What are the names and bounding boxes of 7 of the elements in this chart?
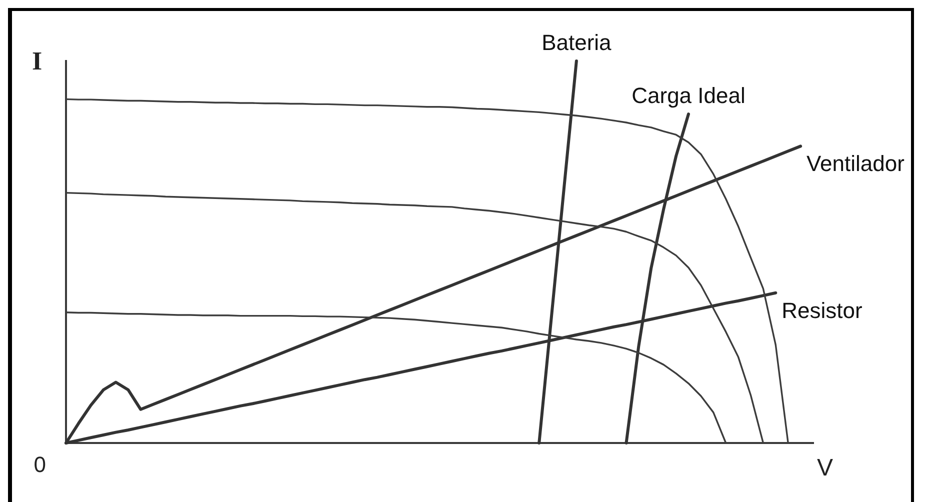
series-label: Bateria xyxy=(542,30,612,56)
series-label: Ventilador xyxy=(806,151,904,176)
series-label: Carga Ideal xyxy=(632,83,746,108)
x-axis-title: V xyxy=(817,454,834,482)
text: 0 xyxy=(34,452,46,478)
y-axis-title: I xyxy=(32,46,42,76)
series-label: Resistor xyxy=(782,298,862,323)
